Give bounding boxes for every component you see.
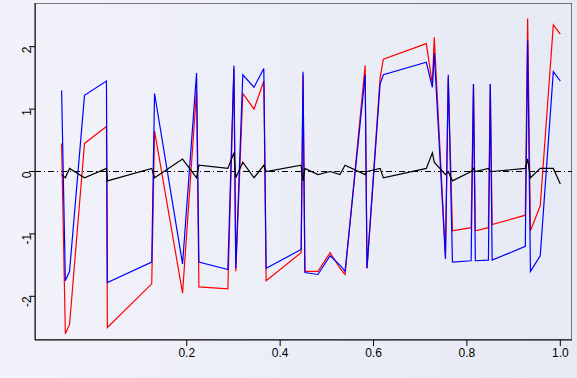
svg-text:0.8: 0.8: [459, 346, 476, 360]
svg-text:0: 0: [20, 171, 34, 178]
svg-text:2: 2: [20, 46, 34, 53]
svg-text:0.2: 0.2: [178, 346, 195, 360]
svg-text:0.6: 0.6: [365, 346, 382, 360]
svg-text:0.4: 0.4: [272, 346, 289, 360]
svg-text:1.0: 1.0: [552, 346, 569, 360]
svg-text:1: 1: [20, 109, 34, 116]
svg-text:-2: -2: [20, 296, 34, 307]
svg-text:-1: -1: [20, 234, 34, 245]
